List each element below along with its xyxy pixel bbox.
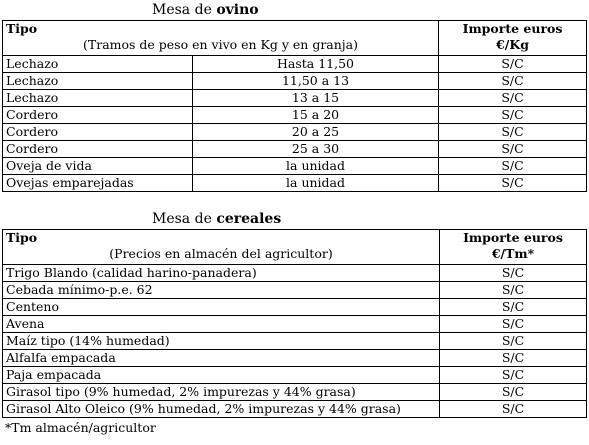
table-row: Lechazo 13 a 15 S/C: [2, 89, 588, 107]
table-row: Cebada mínimo-p.e. 62 S/C: [2, 281, 587, 299]
cereales-header-row: Tipo (Precios en almacén del agricultor)…: [2, 229, 587, 265]
ovino-caption-prefix: Mesa de: [152, 2, 217, 18]
cereales-caption-prefix: Mesa de: [152, 211, 217, 227]
table-row: Lechazo 11,50 a 13 S/C: [2, 72, 588, 90]
ovino-table-body: Tipo (Tramos de peso en vivo en Kg y en …: [1, 20, 588, 192]
ovino-header-row: Tipo (Tramos de peso en vivo en Kg y en …: [1, 20, 588, 56]
ovino-cell-importe: S/C: [438, 157, 588, 175]
ovino-cell-tramo: 11,50 a 13: [191, 72, 440, 90]
cereales-cell-importe: S/C: [439, 298, 587, 316]
cereales-cell-importe: S/C: [439, 400, 587, 418]
table-row: Lechazo Hasta 11,50 S/C: [2, 55, 588, 73]
ovino-cell-importe: S/C: [438, 55, 588, 73]
footnote: *Tm almacén/agricultor: [5, 420, 156, 435]
cereales-cell-tipo: Avena: [2, 315, 440, 333]
table-row: Girasol tipo (9% humedad, 2% impurezas y…: [2, 383, 587, 401]
ovino-cell-tipo: Ovejas emparejadas: [2, 174, 193, 192]
cereales-header-tipo: Tipo: [6, 230, 38, 246]
ovino-cell-importe: S/C: [438, 72, 588, 90]
cereales-caption: Mesa de cereales: [152, 210, 281, 228]
ovino-cell-tramo: la unidad: [191, 174, 440, 192]
table-row: Centeno S/C: [2, 298, 587, 316]
table-row: Maíz tipo (14% humedad) S/C: [2, 332, 587, 350]
ovino-header-importe-line1: Importe euros: [462, 21, 563, 37]
table-row: Alfalfa empacada S/C: [2, 349, 587, 367]
table-row: Cordero 15 a 20 S/C: [2, 106, 588, 124]
cereales-table-body: Tipo (Precios en almacén del agricultor)…: [2, 229, 587, 418]
table-row: Cordero 25 a 30 S/C: [2, 140, 588, 158]
table-row: Oveja de vida la unidad S/C: [2, 157, 588, 175]
ovino-cell-tramo: 13 a 15: [191, 89, 440, 107]
ovino-cell-tipo: Lechazo: [2, 89, 193, 107]
cereales-cell-importe: S/C: [439, 315, 587, 333]
table-row: Avena S/C: [2, 315, 587, 333]
ovino-cell-importe: S/C: [438, 140, 588, 158]
cereales-header-tipo-cell: Tipo (Precios en almacén del agricultor): [2, 229, 440, 265]
cereales-cell-importe: S/C: [439, 332, 587, 350]
ovino-cell-tramo: 25 a 30: [191, 140, 440, 158]
ovino-header-tipo: Tipo: [6, 21, 38, 37]
ovino-header-importe-line2: €/Kg: [496, 37, 529, 52]
ovino-cell-importe: S/C: [438, 89, 588, 107]
ovino-cell-tipo: Cordero: [2, 123, 193, 141]
ovino-cell-tipo: Cordero: [2, 106, 193, 124]
cereales-cell-tipo: Girasol Alto Oleico (9% humedad, 2% impu…: [2, 400, 440, 418]
ovino-cell-importe: S/C: [438, 123, 588, 141]
cereales-cell-importe: S/C: [439, 366, 587, 384]
table-row: Girasol Alto Oleico (9% humedad, 2% impu…: [2, 400, 587, 418]
ovino-caption: Mesa de ovino: [152, 1, 259, 19]
cereales-cell-importe: S/C: [439, 349, 587, 367]
ovino-cell-tipo: Lechazo: [2, 72, 193, 90]
cereales-header-importe-line1: Importe euros: [463, 230, 563, 246]
cereales-header-subtitle: (Precios en almacén del agricultor): [109, 246, 333, 261]
cereales-cell-tipo: Trigo Blando (calidad harino-panadera): [2, 264, 440, 282]
cereales-header-importe-line2: €/Tm*: [491, 246, 535, 261]
ovino-header-importe-cell: Importe euros €/Kg: [438, 20, 588, 56]
ovino-cell-tramo: 15 a 20: [191, 106, 440, 124]
ovino-header-subtitle: (Tramos de peso en vivo en Kg y en granj…: [83, 37, 359, 52]
cereales-caption-bold: cereales: [216, 211, 282, 227]
cereales-cell-tipo: Maíz tipo (14% humedad): [2, 332, 440, 350]
ovino-cell-tipo: Lechazo: [2, 55, 193, 73]
cereales-cell-importe: S/C: [439, 383, 587, 401]
cereales-cell-tipo: Girasol tipo (9% humedad, 2% impurezas y…: [2, 383, 440, 401]
table-row: Paja empacada S/C: [2, 366, 587, 384]
ovino-cell-tramo: la unidad: [191, 157, 440, 175]
cereales-cell-importe: S/C: [439, 264, 587, 282]
ovino-cell-tipo: Cordero: [2, 140, 193, 158]
ovino-header-tipo-cell: Tipo (Tramos de peso en vivo en Kg y en …: [1, 20, 440, 56]
ovino-cell-tramo: 20 a 25: [191, 123, 440, 141]
ovino-cell-importe: S/C: [438, 174, 588, 192]
table-row: Trigo Blando (calidad harino-panadera) S/…: [2, 264, 587, 282]
cereales-header-importe-cell: Importe euros €/Tm*: [439, 229, 587, 265]
cereales-cell-tipo: Alfalfa empacada: [2, 349, 440, 367]
cereales-cell-tipo: Paja empacada: [2, 366, 440, 384]
table-row: Cordero 20 a 25 S/C: [2, 123, 588, 141]
table-row: Ovejas emparejadas la unidad S/C: [2, 174, 588, 192]
ovino-table: Tipo (Tramos de peso en vivo en Kg y en …: [1, 20, 588, 192]
ovino-cell-tipo: Oveja de vida: [2, 157, 193, 175]
ovino-cell-importe: S/C: [438, 106, 588, 124]
ovino-caption-bold: ovino: [216, 2, 259, 18]
cereales-cell-tipo: Centeno: [2, 298, 440, 316]
ovino-cell-tramo: Hasta 11,50: [191, 55, 440, 73]
cereales-cell-tipo: Cebada mínimo-p.e. 62: [2, 281, 440, 299]
cereales-table: Tipo (Precios en almacén del agricultor)…: [2, 229, 587, 418]
cereales-cell-importe: S/C: [439, 281, 587, 299]
